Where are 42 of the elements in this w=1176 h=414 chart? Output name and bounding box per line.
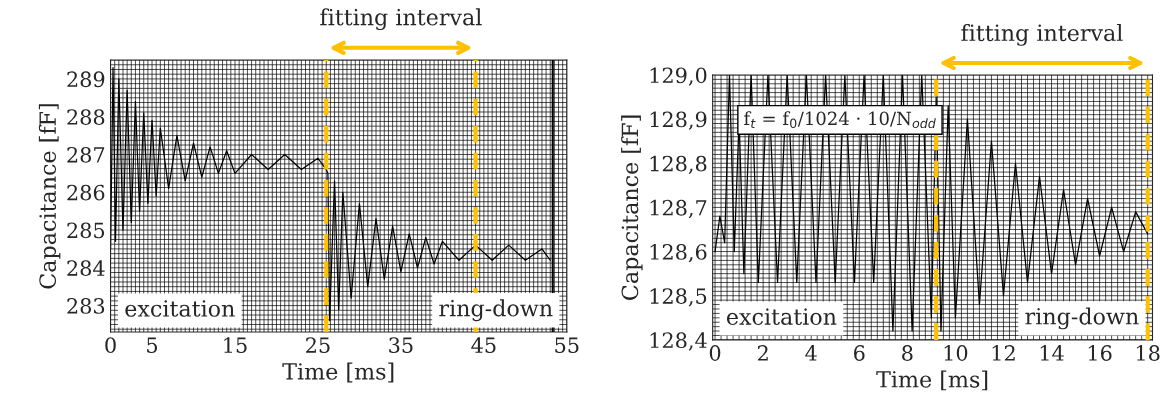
- annotation: excitation: [125, 300, 235, 317]
- x-tick-label: 15: [224, 337, 247, 354]
- x-tick-label: 16: [1088, 345, 1112, 361]
- text: fitting interval: [320, 8, 482, 31]
- x-tick-label: 45: [471, 337, 496, 354]
- x-axis-title: Time [ms]: [876, 370, 988, 391]
- x-tick-label: 8: [902, 345, 913, 361]
- y-tick-label: 128,5: [650, 288, 707, 307]
- x-tick-label: 25: [306, 337, 330, 354]
- y-tick-label: 287: [67, 146, 105, 163]
- y-axis-title: Capacitance [fF]: [38, 104, 61, 289]
- x-tick-label: 0: [709, 345, 721, 361]
- x-tick-label: 35: [389, 337, 413, 354]
- y-tick-label: 289: [67, 71, 105, 88]
- annotation: ring-down: [439, 299, 553, 322]
- y-tick-label: 128,9: [650, 111, 707, 130]
- y-tick-label: 128,8: [650, 155, 707, 175]
- annotation: excitation: [726, 308, 837, 325]
- y-tick-label: 129,0: [650, 67, 707, 86]
- y-tick-label: 283: [67, 298, 105, 314]
- annotation: ring-down: [1025, 307, 1139, 330]
- x-tick-label: 12: [992, 345, 1015, 361]
- y-tick-label: 288: [67, 109, 105, 125]
- y-tick-label: 285: [67, 222, 105, 239]
- text: fitting interval: [961, 23, 1123, 46]
- y-axis-title: Capacitance [fF]: [621, 115, 643, 300]
- annotation: f$_{t}$ = f$_{0}$/1024 · 10/N$_{odd}$: [744, 111, 936, 129]
- y-tick-label: 128,6: [650, 244, 707, 263]
- y-tick-label: 286: [67, 184, 105, 201]
- x-tick-label: 10: [944, 345, 968, 361]
- x-tick-label: 6: [854, 345, 865, 361]
- x-tick-label: 55: [555, 337, 579, 354]
- x-tick-label: 4: [805, 345, 817, 361]
- x-tick-label: 18: [1136, 345, 1160, 361]
- y-tick-label: 284: [67, 260, 105, 277]
- y-tick-label: 128,7: [650, 199, 707, 219]
- x-tick-label: 5: [147, 337, 158, 354]
- y-tick-label: 128,4: [650, 332, 707, 351]
- x-tick-label: 14: [1040, 345, 1064, 361]
- x-tick-label: 2: [757, 345, 768, 361]
- x-axis-title: Time [ms]: [282, 362, 394, 383]
- x-tick-label: 0: [105, 337, 116, 354]
